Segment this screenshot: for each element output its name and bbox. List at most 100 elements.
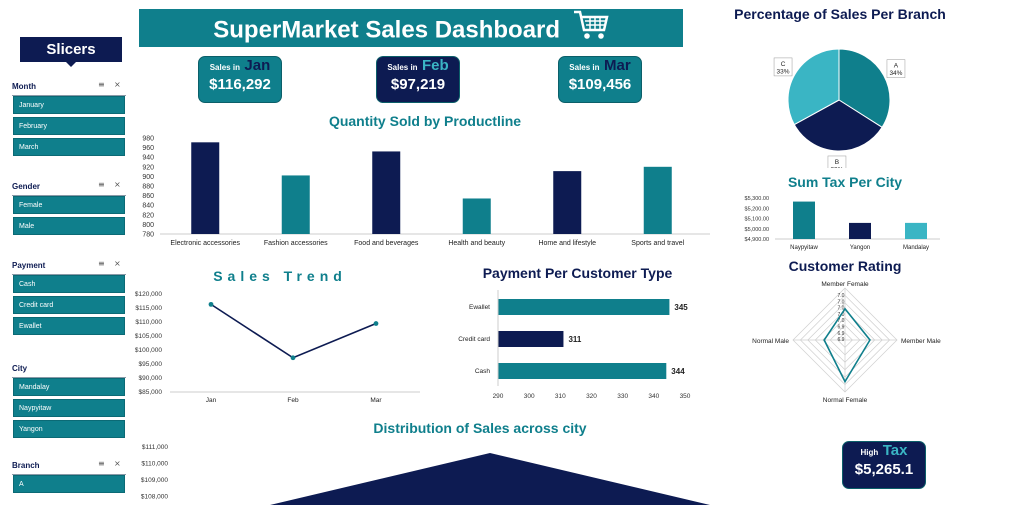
x-tick-label: Mar xyxy=(370,397,382,404)
kpi-card-feb: Sales in Feb $97,219 xyxy=(376,56,460,103)
slicer-city-header: City xyxy=(12,362,126,378)
y-tick-label: 780 xyxy=(142,232,154,239)
area-shape xyxy=(270,453,710,505)
axis-label: Member Male xyxy=(901,338,941,345)
slicer-item[interactable]: February xyxy=(13,117,125,135)
slicer-item[interactable]: Yangon xyxy=(13,420,125,438)
pie-slice xyxy=(787,48,840,126)
clear-filter-icon[interactable]: ⨯ xyxy=(114,180,121,189)
y-tick-label: $109,000 xyxy=(141,477,168,484)
bar xyxy=(498,299,670,315)
slicer-label: Branch xyxy=(12,461,40,470)
y-tick-label: $4,900.00 xyxy=(745,237,769,243)
bar xyxy=(553,171,582,234)
data-label-box xyxy=(773,57,793,77)
x-tick-label: Fashion accessories xyxy=(264,240,328,247)
slicer-item[interactable]: Ewallet xyxy=(13,317,125,335)
y-tick-label: 800 xyxy=(142,222,154,229)
x-tick-label: 320 xyxy=(586,393,597,400)
x-tick-label: 300 xyxy=(524,393,535,400)
y-tick-label: 960 xyxy=(142,145,154,152)
slicer-month-header: Month ≡ ⨯ xyxy=(12,80,126,96)
kpi-mar-month: Mar xyxy=(604,57,631,74)
clear-filter-icon[interactable]: ⨯ xyxy=(114,80,121,89)
y-tick-label: 820 xyxy=(142,212,154,219)
axis-label: Normal Male xyxy=(752,338,789,345)
x-tick-label: Jan xyxy=(206,397,217,404)
slicer-item[interactable]: Cash xyxy=(13,275,125,293)
slicer-item[interactable]: A xyxy=(13,475,125,493)
multi-select-icon[interactable]: ≡ xyxy=(98,459,105,468)
taxcity-bar-chart: $5,300.00 $5,200.00 $5,100.00 $5,000.00 $4,9… xyxy=(745,196,940,251)
branch-pie-chart: A34%B33%C33% xyxy=(773,48,906,168)
slicer-label: Payment xyxy=(12,261,46,270)
series-line xyxy=(823,307,871,384)
x-tick-label: 340 xyxy=(648,393,659,400)
kpi-mar-value: $109,456 xyxy=(568,76,632,93)
slicer-item[interactable]: Male xyxy=(13,217,125,235)
bar xyxy=(498,331,564,347)
y-tick-label: $5,200.00 xyxy=(745,206,769,212)
multi-select-icon[interactable]: ≡ xyxy=(98,80,105,89)
slicer-item[interactable]: Naypyitaw xyxy=(13,399,125,417)
slicer-item[interactable]: March xyxy=(13,138,125,156)
data-label: B xyxy=(835,159,839,166)
radial-tick-label: 7.0 xyxy=(838,299,845,305)
slicers-title: Slicers xyxy=(20,37,122,67)
bar xyxy=(849,222,871,239)
y-tick-label: $5,100.00 xyxy=(745,217,769,223)
multi-select-icon[interactable]: ≡ xyxy=(98,180,105,189)
clear-filter-icon[interactable]: ⨯ xyxy=(114,259,121,268)
slicer-branch-header: Branch ≡ ⨯ xyxy=(12,459,126,475)
bar xyxy=(462,198,491,234)
slicer-item[interactable]: January xyxy=(13,96,125,114)
y-tick-label: $5,000.00 xyxy=(745,227,769,233)
data-label: 33% xyxy=(777,68,790,75)
axis-label: Member Female xyxy=(821,281,869,288)
trend-chart-title: Sales Trend xyxy=(213,268,347,284)
clear-filter-icon[interactable]: ⨯ xyxy=(114,459,121,468)
bar xyxy=(793,201,815,239)
x-tick-label: Yangon xyxy=(850,245,870,251)
bar xyxy=(191,142,220,234)
kpi-tax-value: $5,265.1 xyxy=(854,461,914,478)
x-tick-label: Mandalay xyxy=(903,245,929,251)
radial-tick-label: 7.0 xyxy=(838,318,845,324)
slicer-item[interactable]: Female xyxy=(13,196,125,214)
radial-tick-label: 6.9 xyxy=(838,325,845,331)
kpi-mar-prefix: Sales in xyxy=(569,63,600,72)
dashboard-header: SuperMarket Sales Dashboard xyxy=(139,9,683,47)
slicer-label: City xyxy=(12,364,28,373)
slicer-gender-header: Gender ≡ ⨯ xyxy=(12,180,126,196)
bar xyxy=(281,175,310,234)
slicer-item[interactable]: Mandalay xyxy=(13,378,125,396)
x-tick-label: Health and beauty xyxy=(448,240,505,247)
branch-chart-title: Percentage of Sales Per Branch xyxy=(734,6,946,22)
x-tick-label: 350 xyxy=(680,393,691,400)
radial-tick-label: 6.9 xyxy=(838,337,845,343)
radial-tick-label: 7.0 xyxy=(838,293,845,299)
x-tick-label: 290 xyxy=(493,393,504,400)
y-tick-label: $95,000 xyxy=(139,361,163,368)
bar xyxy=(905,222,927,239)
y-tick-label: $115,000 xyxy=(135,305,162,312)
y-tick-label: Cash xyxy=(475,368,491,375)
bar xyxy=(643,166,672,234)
multi-select-icon[interactable]: ≡ xyxy=(98,259,105,268)
y-tick-label: 940 xyxy=(142,155,154,162)
rating-chart-title: Customer Rating xyxy=(788,258,902,274)
y-tick-label: $105,000 xyxy=(135,333,162,340)
kpi-card-tax: High Tax $5,265.1 xyxy=(842,441,926,489)
data-label: 33% xyxy=(830,166,843,168)
slicer-item[interactable]: Credit card xyxy=(13,296,125,314)
kpi-feb-month: Feb xyxy=(422,57,449,74)
kpi-feb-prefix: Sales in xyxy=(387,63,418,72)
data-label: A xyxy=(894,63,899,70)
kpi-feb-value: $97,219 xyxy=(390,76,446,93)
radial-tick-label: 6.9 xyxy=(838,331,845,337)
x-tick-label: Home and lifestyle xyxy=(538,240,596,247)
data-label: 344 xyxy=(671,367,685,376)
data-label: C xyxy=(781,61,786,68)
taxcity-chart-title: Sum Tax Per City xyxy=(787,174,903,190)
kpi-tax-prefix: High xyxy=(860,448,879,457)
